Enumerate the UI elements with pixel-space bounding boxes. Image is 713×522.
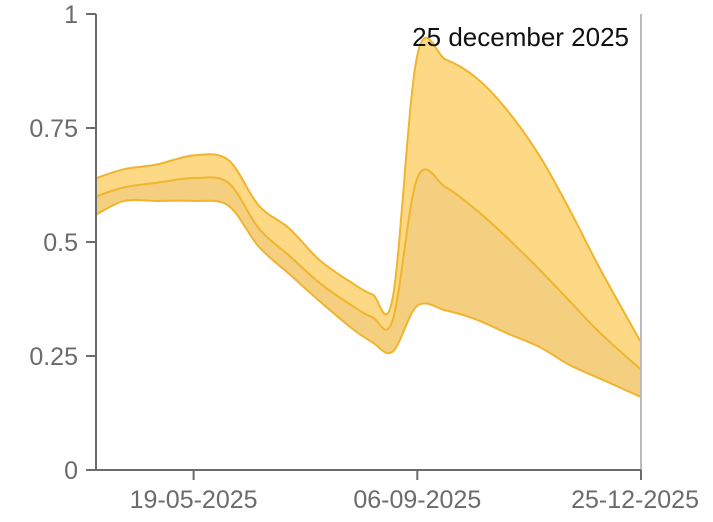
middle-line bbox=[95, 168, 642, 371]
y-tick-label: 0.5 bbox=[43, 229, 78, 257]
cursor-date-annotation: 25 december 2025 bbox=[412, 22, 629, 52]
series-lines bbox=[95, 36, 642, 398]
x-tick-label: 06-09-2025 bbox=[353, 486, 481, 514]
upper-line bbox=[95, 36, 642, 343]
x-tick-label: 25-12-2025 bbox=[571, 486, 699, 514]
lower-line bbox=[95, 198, 642, 398]
bands bbox=[96, 37, 641, 398]
y-ticks: 0 0.25 0.5 0.75 1 bbox=[29, 1, 96, 485]
lower-band-area bbox=[96, 169, 641, 398]
y-tick-label: 0.75 bbox=[29, 115, 78, 143]
y-tick-label: 0 bbox=[64, 457, 78, 485]
y-tick-label: 0.25 bbox=[29, 343, 78, 371]
x-ticks: 19-05-2025 06-09-2025 25-12-2025 bbox=[130, 470, 699, 514]
upper-band-area bbox=[96, 37, 641, 370]
y-tick-label: 1 bbox=[64, 1, 78, 29]
x-tick-label: 19-05-2025 bbox=[130, 486, 258, 514]
